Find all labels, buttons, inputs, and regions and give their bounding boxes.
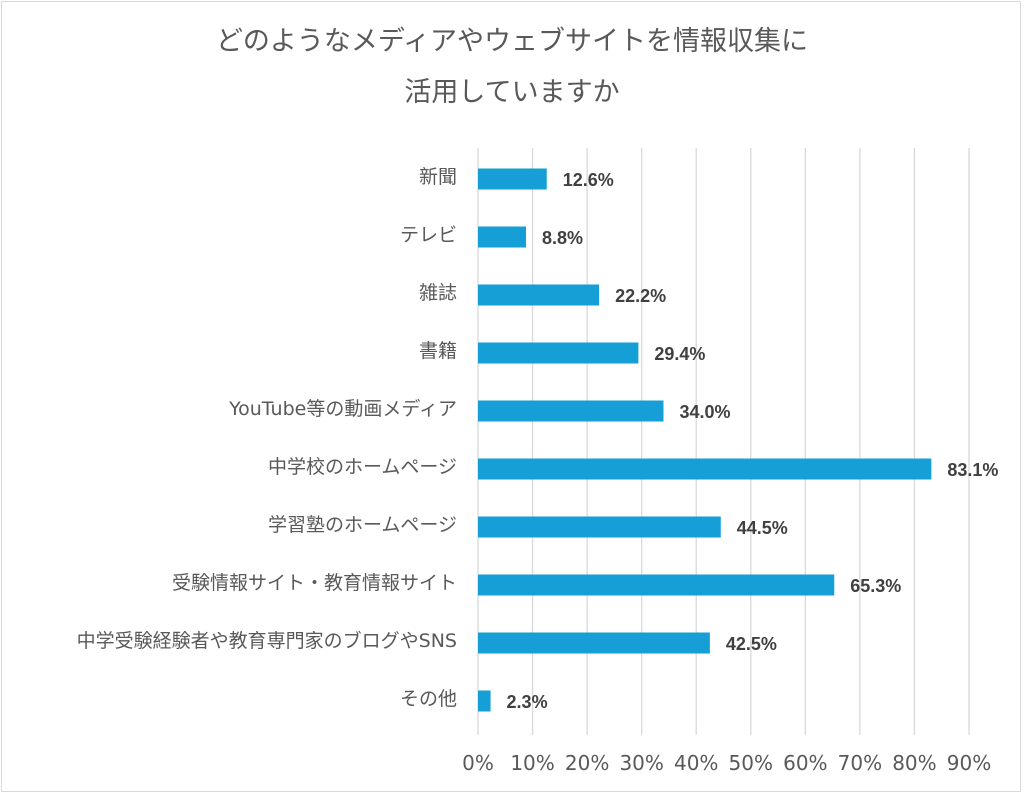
data-label: 83.1%: [947, 460, 998, 480]
data-label: 22.2%: [615, 286, 666, 306]
data-label: 12.6%: [563, 170, 614, 190]
category-label: 雑誌: [419, 282, 457, 304]
bar: [478, 342, 639, 364]
data-label: 42.5%: [726, 634, 777, 654]
category-label: 中学校のホームページ: [268, 456, 457, 478]
bar: [478, 226, 527, 248]
x-axis-tick-labels: 0% 10% 20% 30% 40% 50% 60% 70% 80% 90%: [462, 751, 991, 775]
x-tick-label: 80%: [892, 751, 936, 775]
category-label: 書籍: [419, 340, 457, 362]
bar: [478, 632, 710, 654]
x-tick-label: 20%: [565, 751, 609, 775]
category-label: 学習塾のホームページ: [268, 514, 457, 536]
category-label: 中学受験経験者や教育専門家のブログやSNS: [77, 629, 457, 652]
category-label: 受験情報サイト・教育情報サイト: [172, 572, 457, 594]
data-label: 34.0%: [679, 402, 730, 422]
data-label: 44.5%: [737, 518, 788, 538]
data-labels: 12.6% 8.8% 22.2% 29.4% 34.0% 83.1% 44.5% 65.3% 4…: [507, 170, 999, 712]
x-tick-label: 70%: [838, 751, 882, 775]
chart-title-line-1: どのようなメディアやウェブサイトを情報収集に: [215, 26, 809, 57]
data-label: 8.8%: [542, 228, 583, 248]
x-tick-label: 90%: [947, 751, 991, 775]
x-tick-label: 30%: [619, 751, 663, 775]
bar: [478, 516, 721, 538]
bar: [478, 400, 664, 422]
category-label: その他: [400, 688, 457, 710]
category-label: テレビ: [400, 224, 457, 246]
x-tick-label: 50%: [729, 751, 773, 775]
x-tick-label: 60%: [783, 751, 827, 775]
chart-title-line-2: 活用していますか: [404, 77, 620, 108]
bar: [478, 168, 547, 190]
data-label: 65.3%: [850, 576, 901, 596]
x-tick-label: 0%: [462, 751, 494, 775]
bar: [478, 284, 600, 306]
bar: [478, 690, 491, 712]
data-label: 29.4%: [654, 344, 705, 364]
bar: [478, 574, 835, 596]
bars: [478, 168, 932, 712]
x-tick-label: 40%: [674, 751, 718, 775]
x-tick-label: 10%: [510, 751, 554, 775]
category-label: 新聞: [419, 166, 457, 188]
category-label: YouTube等の動画メディア: [228, 398, 457, 420]
data-label: 2.3%: [507, 692, 548, 712]
bar: [478, 458, 932, 480]
